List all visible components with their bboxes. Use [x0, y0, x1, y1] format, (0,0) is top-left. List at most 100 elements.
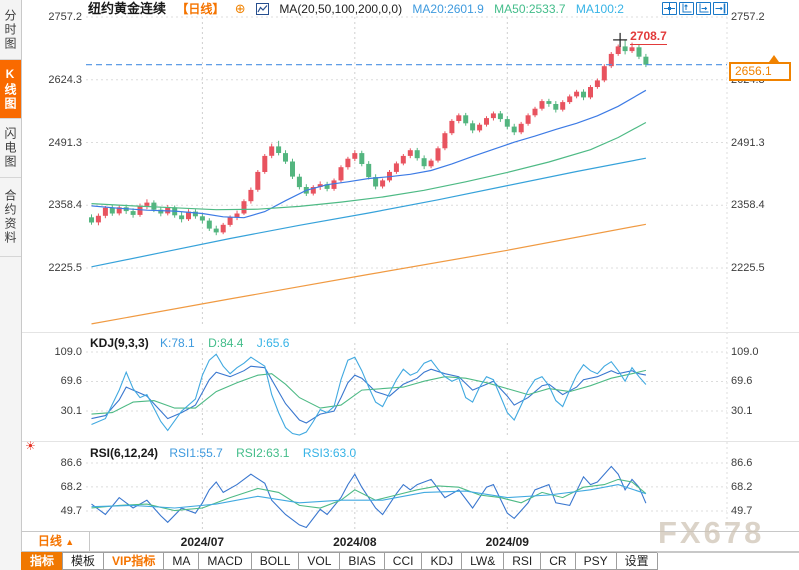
kdj-k-value: K:78.1 [160, 336, 195, 350]
period-tag[interactable]: 【日线】 [176, 2, 225, 16]
axis-label: 69.6 [731, 375, 753, 388]
tab-ma[interactable]: MA [163, 552, 200, 570]
tab-templates[interactable]: 模板 [62, 552, 105, 570]
tab-label: LW& [470, 554, 496, 568]
tab-lw[interactable]: LW& [461, 552, 505, 570]
tab-label: BIAS [348, 554, 376, 568]
chart-type-sidebar: 分时图 K线图 闪电图 合约资料 [0, 0, 22, 570]
tab-vol[interactable]: VOL [298, 552, 341, 570]
axis-label: 2225.5 [48, 262, 82, 274]
chart-tool-buttons [662, 2, 728, 15]
tab-kdj[interactable]: KDJ [421, 552, 463, 570]
rsi-pane-header: RSI(6,12,24) RSI1:55.7 RSI2:63.1 RSI3:63… [90, 446, 366, 460]
rsi2-value: RSI2:63.1 [236, 446, 290, 460]
axis-label: 2358.4 [731, 199, 765, 212]
sidebar-item-contract-info[interactable]: 合约资料 [0, 178, 21, 257]
crosshair-tool-icon[interactable] [662, 2, 677, 15]
axis-label: 2491.3 [731, 136, 765, 149]
sun-marker-icon[interactable]: ☀ [25, 439, 36, 453]
axis-label: 68.2 [60, 480, 82, 493]
sidebar-item-label: 合约资料 [3, 189, 17, 245]
axis-label: 2024/08 [333, 535, 377, 549]
zoom-y-axis-icon[interactable] [679, 2, 694, 15]
period-label: 日线 [37, 534, 62, 548]
axis-label: 2024/09 [485, 535, 529, 549]
kdj-title: KDJ(9,3,3) [90, 336, 149, 350]
kdj-pane-header: KDJ(9,3,3) K:78.1 D:84.4 J:65.6 [90, 336, 299, 350]
sidebar-item-time-chart[interactable]: 分时图 [0, 0, 21, 60]
rsi3-value: RSI3:63.0 [302, 446, 357, 460]
date-axis-row: 日线 ▲ [22, 531, 799, 552]
ma-formula-label: MA(20,50,100,200,0,0) [279, 2, 403, 16]
rsi-title: RSI(6,12,24) [90, 446, 159, 460]
crosshair-price-label: 2708.7 [630, 29, 667, 45]
tab-label: CR [549, 554, 567, 568]
chart-header: 纽约黄金连续 【日线】 ⊕ MA(20,50,100,200,0,0) MA20… [88, 1, 631, 19]
period-selector[interactable]: 日线 ▲ [23, 532, 90, 551]
sidebar-item-label: K线图 [3, 67, 17, 111]
axis-label: 49.7 [731, 505, 753, 517]
ma100-value: MA100:2 [575, 2, 624, 16]
axis-label: 2624.3 [48, 73, 82, 86]
shift-chart-right-icon[interactable] [713, 2, 728, 15]
tab-label: MA [172, 554, 191, 568]
zoom-x-axis-icon[interactable] [696, 2, 711, 15]
tab-label: PSY [583, 554, 608, 568]
ma-lines [91, 89, 647, 325]
tab-indicators[interactable]: 指标 [21, 552, 64, 570]
rsi1-value: RSI1:55.7 [169, 446, 223, 460]
tab-rsi[interactable]: RSI [503, 552, 542, 570]
axis-label: 86.6 [60, 457, 82, 469]
axis-label: 109.0 [731, 346, 759, 358]
axis-label: 109.0 [54, 346, 82, 358]
KDJ(9,3,3)-lines [91, 353, 647, 436]
tab-settings[interactable]: 设置 [615, 552, 658, 570]
axis-label: 49.7 [60, 505, 82, 517]
tab-label: KDJ [430, 554, 454, 568]
axis-label: 2491.3 [48, 136, 82, 149]
axis-label: 68.2 [731, 480, 753, 493]
sidebar-item-label: 闪电图 [3, 127, 17, 169]
sidebar-item-label: 分时图 [3, 8, 17, 51]
axis-label: 69.6 [60, 375, 82, 388]
axis-label: 2757.2 [48, 11, 82, 23]
sidebar-item-kline-chart[interactable]: K线图 [0, 60, 21, 119]
ma50-value: MA50:2533.7 [494, 2, 566, 16]
symbol-title: 纽约黄金连续 [88, 1, 167, 16]
axis-label: 30.1 [60, 405, 82, 417]
tab-psy[interactable]: PSY [574, 552, 617, 570]
tab-label: RSI [512, 554, 533, 568]
axis-label: 86.6 [731, 457, 753, 469]
tab-macd[interactable]: MACD [198, 552, 252, 570]
candlesticks [89, 39, 649, 236]
axis-label: 30.1 [731, 405, 753, 417]
tab-label: 设置 [624, 554, 649, 568]
indicator-chart-icon[interactable] [255, 3, 269, 19]
RSI(6,12,24)-lines [91, 465, 647, 529]
axis-label: 2024/07 [180, 535, 225, 549]
tab-label: 模板 [71, 554, 96, 568]
kdj-d-value: D:84.4 [208, 336, 244, 350]
tab-cr[interactable]: CR [540, 552, 576, 570]
ma20-value: MA20:2601.9 [412, 2, 484, 16]
toolbar-filler [656, 552, 799, 570]
tab-label: BOLL [259, 554, 291, 568]
pane-separator [22, 332, 799, 333]
circle-plus-icon[interactable]: ⊕ [234, 2, 246, 17]
pane-separator [22, 441, 799, 442]
tab-label: VOL [307, 554, 332, 568]
axis-label: 2358.4 [48, 199, 82, 212]
tab-bias[interactable]: BIAS [339, 552, 385, 570]
tab-vip-indicators[interactable]: VIP指标 [103, 552, 165, 570]
sidebar-item-lightning-chart[interactable]: 闪电图 [0, 119, 21, 178]
indicator-toolbar: 指标 模板 VIP指标 MA MACD BOLL VOL BIAS CCI KD… [21, 552, 799, 570]
tab-label: CCI [392, 554, 414, 568]
tab-boll[interactable]: BOLL [250, 552, 300, 570]
tab-cci[interactable]: CCI [383, 552, 423, 570]
tab-label: VIP指标 [112, 554, 156, 568]
tab-label: 指标 [30, 554, 55, 568]
price-marker-triangle-icon [769, 55, 779, 62]
tab-label: MACD [207, 554, 243, 568]
